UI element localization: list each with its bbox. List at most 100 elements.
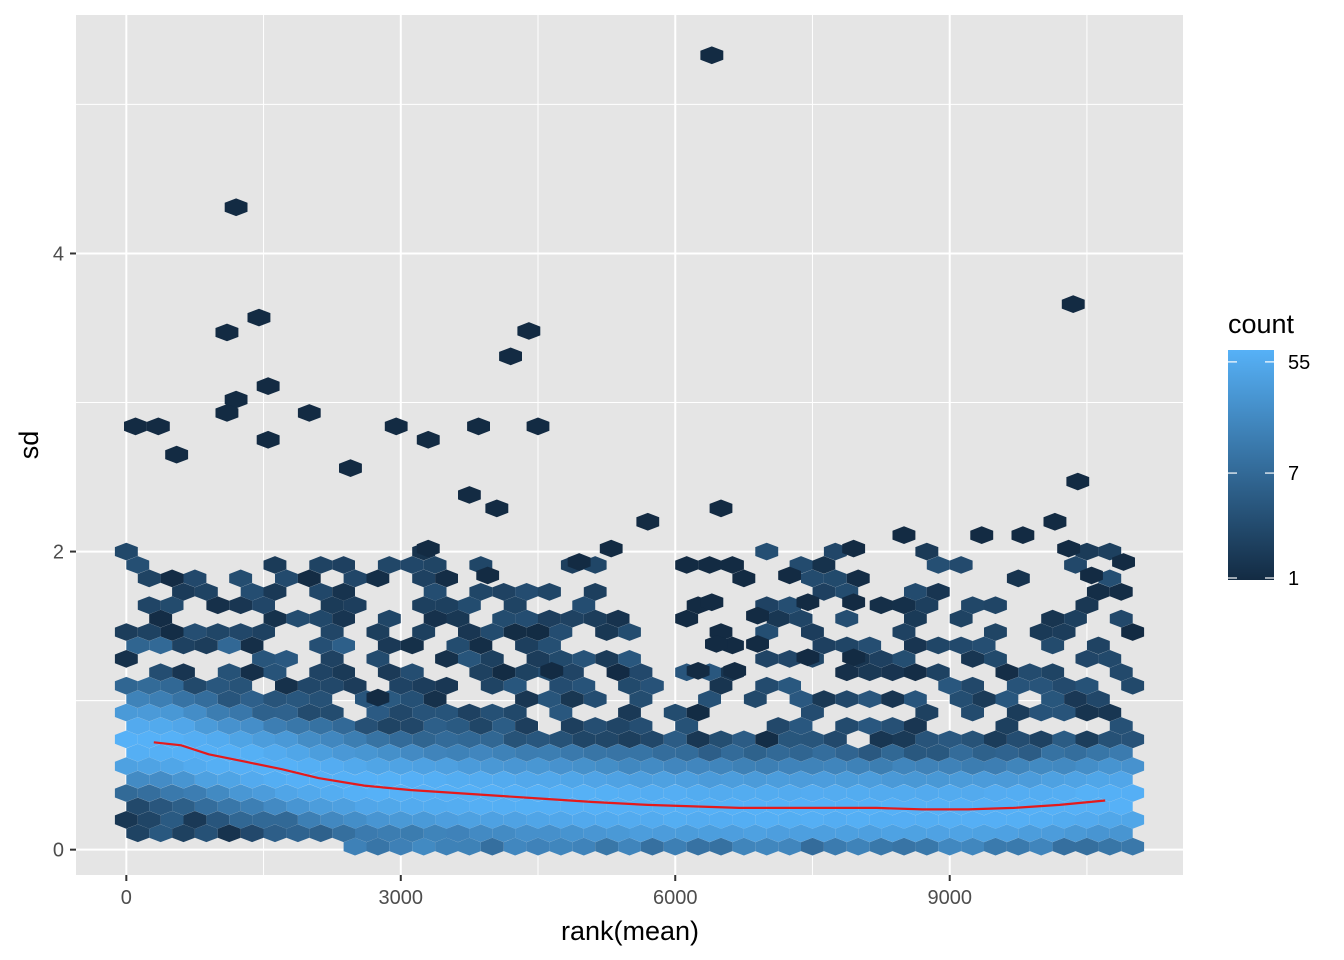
hex-bin <box>789 609 813 628</box>
hex-bin <box>297 676 321 695</box>
hex-bin <box>823 837 847 856</box>
hex-bin-outlier <box>215 404 239 422</box>
hex-bin <box>183 757 207 775</box>
hex-bin <box>938 676 962 695</box>
hex-bin <box>801 703 824 722</box>
hex-bin <box>458 811 481 829</box>
hex-bin <box>1121 811 1145 829</box>
hex-bin <box>1121 757 1145 775</box>
hex-bin <box>629 797 653 816</box>
hex-bin <box>984 730 1007 749</box>
hex-bin <box>1064 770 1087 789</box>
hex-bin <box>1121 784 1145 802</box>
hex-bin <box>1006 569 1030 588</box>
hex-bin <box>377 717 401 735</box>
hex-bin <box>618 730 641 749</box>
hex-bin <box>114 650 138 668</box>
hex-bin <box>240 743 264 762</box>
hex-bin <box>732 784 756 802</box>
hex-bin <box>1052 703 1076 722</box>
hex-bin <box>606 609 630 628</box>
hex-bin <box>778 650 801 668</box>
hex-bin <box>972 743 996 762</box>
hex-bin-outlier <box>686 662 710 680</box>
hex-bin <box>721 556 744 574</box>
hex-bin <box>949 636 973 655</box>
hex-bin <box>149 824 173 843</box>
hex-bin <box>137 703 161 722</box>
hex-bin <box>698 556 721 574</box>
hex-bin <box>332 556 355 574</box>
hex-bin <box>835 690 859 708</box>
hex-bin <box>435 757 458 775</box>
hex-bin <box>1121 676 1145 695</box>
hex-bin <box>377 663 401 682</box>
hex-bin <box>275 569 298 588</box>
hex-bin-outlier <box>723 662 747 680</box>
hex-bin <box>172 636 195 655</box>
hex-bin <box>194 690 218 708</box>
hex-bin <box>194 770 218 789</box>
hex-bin-outlier <box>842 593 866 612</box>
hex-bin <box>926 583 950 601</box>
hex-bin <box>846 784 870 802</box>
hex-bin <box>755 811 779 829</box>
hex-bin <box>183 730 207 749</box>
hex-bin <box>549 837 573 856</box>
hex-bin <box>984 811 1007 829</box>
hex-bin <box>926 770 950 789</box>
hex-bin <box>961 650 984 668</box>
hex-bin <box>217 717 241 735</box>
hex-bin <box>1041 609 1065 628</box>
hex-bin-outlier <box>215 323 239 342</box>
hex-bin <box>343 569 367 588</box>
hex-bin <box>309 663 333 682</box>
hex-bin <box>206 703 230 722</box>
hex-bin <box>606 743 630 762</box>
hex-bin <box>915 837 939 856</box>
hex-bin-outlier <box>165 445 189 464</box>
hex-bin <box>286 690 310 708</box>
hex-bin-outlier <box>224 198 248 217</box>
hex-bin <box>423 556 447 574</box>
hex-bin <box>698 743 721 762</box>
hex-bin <box>183 811 207 829</box>
hex-bin-outlier <box>746 606 769 625</box>
hex-bin <box>137 757 161 775</box>
hex-bin-outlier <box>700 46 724 65</box>
hex-bin <box>275 784 298 802</box>
hex-bin <box>366 811 390 829</box>
hex-bin <box>640 837 664 856</box>
hex-bin <box>640 811 664 829</box>
hex-bin <box>583 583 607 601</box>
hex-bin <box>480 837 504 856</box>
hex-bin <box>137 623 161 641</box>
hex-bin <box>263 797 287 816</box>
hex-bin <box>160 569 184 588</box>
hex-bin <box>675 743 699 762</box>
hex-bin <box>435 569 458 588</box>
hex-bin <box>675 717 699 735</box>
hex-bin <box>583 824 607 843</box>
hex-bin <box>435 730 458 749</box>
hex-bin <box>698 770 721 789</box>
hex-bin <box>240 770 264 789</box>
hex-bin <box>252 703 275 722</box>
hex-bin <box>320 650 344 668</box>
hex-bin-outlier <box>1057 539 1081 558</box>
hex-bin <box>755 757 779 775</box>
hex-bin <box>149 770 173 789</box>
hex-bin <box>377 797 401 816</box>
hex-bin <box>172 690 195 708</box>
hex-bin <box>423 824 447 843</box>
hex-bin <box>114 623 138 641</box>
hex-bin <box>686 703 710 722</box>
hex-bin <box>823 811 847 829</box>
hex-bin <box>389 703 413 722</box>
x-tick-label: 0 <box>121 887 132 909</box>
hex-bin <box>709 811 733 829</box>
hex-bin <box>240 797 264 816</box>
hex-bin <box>892 623 916 641</box>
hex-bin-outlier <box>256 377 280 395</box>
hex-bin <box>263 690 287 708</box>
